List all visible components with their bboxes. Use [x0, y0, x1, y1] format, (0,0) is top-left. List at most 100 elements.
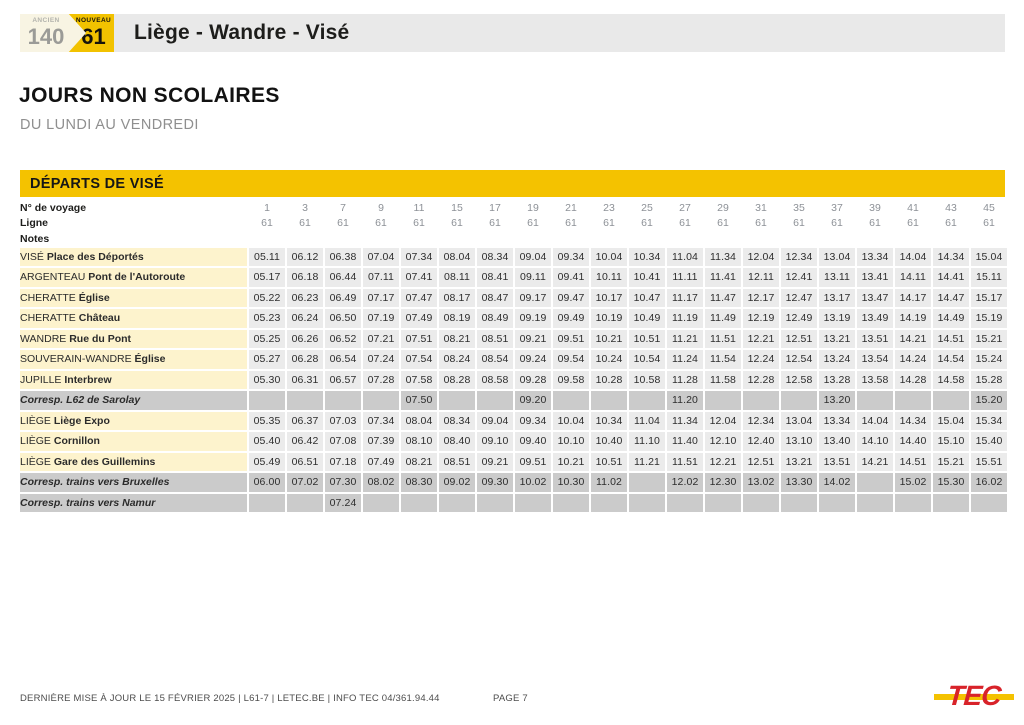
- time-cell: 14.21: [895, 329, 931, 348]
- time-cell: 09.10: [477, 432, 513, 451]
- timetable-body: N° de voyage 1 3 7 9 11 15 17 19 21 23 25 27 29 31 35 37…: [20, 201, 1007, 512]
- time-cell: 12.30: [705, 473, 741, 492]
- time-cell: 07.03: [325, 411, 361, 430]
- time-cell: 14.04: [857, 411, 893, 430]
- stop-name: Interbrew: [64, 373, 112, 386]
- stop-label: SOUVERAIN-WANDRE Église: [20, 350, 247, 369]
- time-cell: 13.47: [857, 288, 893, 307]
- time-cell: 11.04: [667, 247, 703, 266]
- time-cell: [591, 493, 627, 512]
- time-cell: 06.44: [325, 268, 361, 287]
- trip-number-row-value: 31: [755, 201, 767, 214]
- time-cell: 07.49: [363, 452, 399, 471]
- correspondence-label: Corresp. trains vers Namur: [20, 493, 247, 512]
- notes-row-value: [971, 232, 1007, 246]
- trip-number-row-value: 43: [945, 201, 957, 214]
- time-cell: [629, 391, 665, 410]
- time-cell: 12.10: [705, 432, 741, 451]
- route-header-bar: [20, 14, 1005, 52]
- time-cell: [287, 391, 323, 410]
- time-cell: [629, 493, 665, 512]
- line-number-row-value: 61: [717, 217, 729, 230]
- line-number-row-value: 61: [831, 217, 843, 230]
- time-cell: 10.02: [515, 473, 551, 492]
- trip-number-row-value: 15: [451, 201, 463, 214]
- time-cell: 10.19: [591, 309, 627, 328]
- time-cell: 11.51: [705, 329, 741, 348]
- time-cell: 06.18: [287, 268, 323, 287]
- time-cell: 15.20: [971, 391, 1007, 410]
- time-cell: 13.54: [857, 350, 893, 369]
- correspondence-label: Corresp. trains vers Bruxelles: [20, 473, 247, 492]
- line-number-row-value: 61: [527, 217, 539, 230]
- stop-name: Église: [134, 353, 166, 366]
- new-badge-label: NOUVEAU: [75, 17, 112, 25]
- time-cell: 07.17: [363, 288, 399, 307]
- time-cell: [553, 493, 589, 512]
- time-cell: 08.04: [401, 411, 437, 430]
- correspondence-row: Corresp. L62 de Sarolay 07.50 09.20 11.20 13…: [20, 391, 1007, 410]
- time-cell: [477, 493, 513, 512]
- time-cell: 13.41: [857, 268, 893, 287]
- notes-row-value: [401, 232, 437, 246]
- time-cell: 05.11: [249, 247, 285, 266]
- time-cell: [667, 493, 703, 512]
- time-cell: 12.24: [743, 350, 779, 369]
- time-cell: 06.23: [287, 288, 323, 307]
- time-cell: 14.02: [819, 473, 855, 492]
- line-number-row-value: 61: [603, 217, 615, 230]
- time-cell: 09.51: [515, 452, 551, 471]
- time-cell: 05.23: [249, 309, 285, 328]
- time-cell: 06.28: [287, 350, 323, 369]
- time-cell: 15.11: [971, 268, 1007, 287]
- stop-row: CHERATTE Château 05.23 06.24 06.50 07.19 07.4…: [20, 309, 1007, 328]
- time-cell: 07.41: [401, 268, 437, 287]
- time-cell: 08.02: [363, 473, 399, 492]
- time-cell: 06.12: [287, 247, 323, 266]
- time-cell: 10.30: [553, 473, 589, 492]
- trip-number-row-value: 21: [565, 201, 577, 214]
- time-cell: 11.40: [667, 432, 703, 451]
- time-cell: 09.17: [515, 288, 551, 307]
- time-cell: 11.17: [667, 288, 703, 307]
- notes-row-value: [363, 232, 399, 246]
- time-cell: 08.58: [477, 370, 513, 389]
- trip-number-row-value: 11: [413, 201, 425, 214]
- time-cell: 12.40: [743, 432, 779, 451]
- line-number-row-label: Ligne: [20, 217, 48, 230]
- time-cell: 11.10: [629, 432, 665, 451]
- time-cell: 09.02: [439, 473, 475, 492]
- time-cell: [781, 493, 817, 512]
- departures-banner: DÉPARTS DE VISÉ: [20, 170, 1005, 197]
- line-number-row-value: 61: [299, 217, 311, 230]
- time-cell: 12.51: [743, 452, 779, 471]
- stop-city: LIÈGE: [20, 435, 54, 448]
- time-cell: [743, 493, 779, 512]
- time-cell: 13.51: [857, 329, 893, 348]
- stop-row: LIÈGE Liège Expo 05.35 06.37 07.03 07.34 08.0…: [20, 411, 1007, 430]
- line-number-row-value: 61: [413, 217, 425, 230]
- stop-name: Rue du Pont: [69, 332, 132, 345]
- time-cell: 09.21: [515, 329, 551, 348]
- time-cell: 11.20: [667, 391, 703, 410]
- time-cell: 09.40: [515, 432, 551, 451]
- time-cell: 11.04: [629, 411, 665, 430]
- notes-row-value: [591, 232, 627, 246]
- stop-label: LIÈGE Gare des Guillemins: [20, 452, 247, 471]
- time-cell: 13.24: [819, 350, 855, 369]
- line-number-row: Ligne 61 61 61 61 61 61 61 61 61 61 61 61 61 61 61 61 61 6…: [20, 217, 1007, 231]
- time-cell: 11.28: [667, 370, 703, 389]
- time-cell: 15.21: [971, 329, 1007, 348]
- stop-row: WANDRE Rue du Pont 05.25 06.26 06.52 07.21 07…: [20, 329, 1007, 348]
- time-cell: [477, 391, 513, 410]
- time-cell: 14.34: [895, 411, 931, 430]
- time-cell: 09.11: [515, 268, 551, 287]
- line-number-row-value: 61: [945, 217, 957, 230]
- time-cell: 07.47: [401, 288, 437, 307]
- time-cell: 07.58: [401, 370, 437, 389]
- time-cell: 06.51: [287, 452, 323, 471]
- time-cell: 12.19: [743, 309, 779, 328]
- time-cell: 15.40: [971, 432, 1007, 451]
- time-cell: 10.10: [553, 432, 589, 451]
- time-cell: [363, 493, 399, 512]
